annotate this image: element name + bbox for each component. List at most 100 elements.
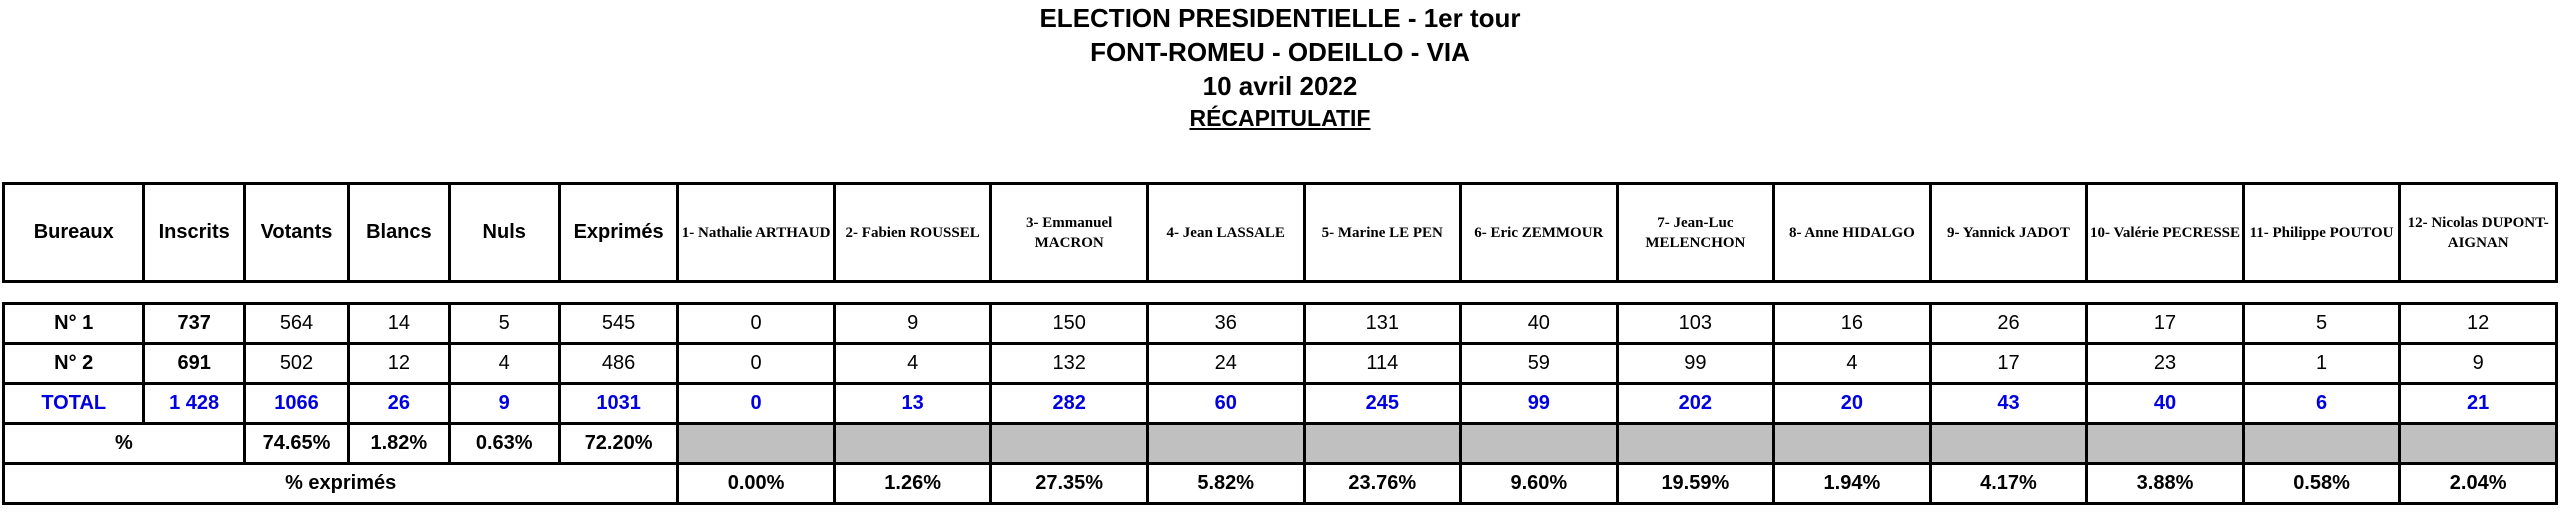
vote-cell: 23 — [2085, 342, 2245, 385]
col-candidate-8: 8- Anne HIDALGO — [1772, 182, 1932, 283]
col-candidate-7: 7- Jean-Luc MELENCHON — [1615, 182, 1776, 283]
total-vote-cell: 60 — [1145, 382, 1306, 425]
col-candidate-2: 2- Fabien ROUSSEL — [832, 182, 993, 283]
percent-exprimes-cell: 4.17% — [1928, 462, 2089, 505]
total-nuls: 9 — [447, 382, 561, 425]
empty-cell — [2085, 422, 2245, 465]
percent-exprimes-cell: 9.60% — [1459, 462, 1619, 505]
percent-exprimes-row: % exprimés 0.00% 1.26% 27.35% 5.82% 23.7… — [1, 462, 2558, 505]
empty-cell — [1615, 422, 1776, 465]
percent-blancs: 1.82% — [347, 422, 451, 465]
total-vote-cell: 40 — [2085, 382, 2245, 425]
percent-exprimes-cell: 2.04% — [2398, 462, 2558, 505]
total-votants: 1066 — [242, 382, 351, 425]
empty-cell — [989, 422, 1149, 465]
empty-cell — [2398, 422, 2558, 465]
percent-exprimes-cell: 0.58% — [2241, 462, 2402, 505]
election-date: 10 avril 2022 — [1202, 71, 1358, 101]
total-exprimes: 1031 — [557, 382, 680, 425]
col-bureaux: Bureaux — [1, 182, 146, 283]
vote-cell: 59 — [1459, 342, 1619, 385]
percent-exprimes-cell: 0.00% — [676, 462, 836, 505]
percent-exprimes: 72.20% — [557, 422, 680, 465]
vote-cell: 0 — [676, 342, 836, 385]
percent-exprimes-cell: 3.88% — [2085, 462, 2245, 505]
vote-cell: 26 — [1928, 302, 2089, 345]
percent-nuls: 0.63% — [447, 422, 561, 465]
recap-subtitle: RÉCAPITULATIF — [1189, 105, 1371, 131]
blancs-cell: 12 — [347, 342, 451, 385]
empty-cell — [1302, 422, 1463, 465]
vote-cell: 9 — [2398, 342, 2558, 385]
vote-cell: 1 — [2241, 342, 2402, 385]
percent-exprimes-cell: 23.76% — [1302, 462, 1463, 505]
total-row: TOTAL 1 428 1066 26 9 1031 0 13 282 60 2… — [1, 382, 2558, 425]
vote-cell: 132 — [989, 342, 1149, 385]
spacer-row — [3, 280, 2557, 305]
percent-exprimes-cell: 1.26% — [832, 462, 993, 505]
percent-exprimes-cell: 19.59% — [1615, 462, 1776, 505]
col-candidate-12: 12- Nicolas DUPONT-AIGNAN — [2398, 182, 2558, 283]
spacer-cell — [3, 280, 2557, 305]
vote-cell: 17 — [2085, 302, 2245, 345]
total-vote-cell: 6 — [2241, 382, 2402, 425]
total-vote-cell: 21 — [2398, 382, 2558, 425]
col-exprimes: Exprimés — [557, 182, 680, 283]
inscrits-cell: 691 — [142, 342, 246, 385]
percent-exprimes-label: % exprimés — [1, 462, 680, 505]
total-inscrits: 1 428 — [142, 382, 246, 425]
header-row: Bureaux Inscrits Votants Blancs Nuls Exp… — [1, 182, 2558, 283]
empty-cell — [832, 422, 993, 465]
total-vote-cell: 99 — [1459, 382, 1619, 425]
total-vote-cell: 20 — [1772, 382, 1932, 425]
vote-cell: 36 — [1145, 302, 1306, 345]
vote-cell: 40 — [1459, 302, 1619, 345]
vote-cell: 9 — [832, 302, 993, 345]
empty-cell — [1145, 422, 1306, 465]
col-candidate-9: 9- Yannick JADOT — [1928, 182, 2089, 283]
percent-exprimes-cell: 27.35% — [989, 462, 1149, 505]
vote-cell: 131 — [1302, 302, 1463, 345]
percent-label: % — [2, 422, 246, 465]
col-blancs: Blancs — [347, 182, 451, 283]
col-candidate-11: 11- Philippe POUTOU — [2241, 182, 2402, 283]
percent-exprimes-cell: 1.94% — [1772, 462, 1932, 505]
votants-cell: 564 — [242, 302, 351, 345]
exprimes-cell: 486 — [557, 342, 680, 385]
total-vote-cell: 245 — [1302, 382, 1463, 425]
blancs-cell: 14 — [347, 302, 451, 345]
exprimes-cell: 545 — [557, 302, 680, 345]
total-vote-cell: 202 — [1615, 382, 1776, 425]
vote-cell: 17 — [1928, 342, 2089, 385]
nuls-cell: 4 — [447, 342, 561, 385]
vote-cell: 4 — [1772, 342, 1932, 385]
election-title: ELECTION PRESIDENTIELLE - 1er tour — [1039, 3, 1521, 33]
commune-name: FONT-ROMEU - ODEILLO - VIA — [1090, 37, 1470, 67]
vote-cell: 114 — [1302, 342, 1463, 385]
percent-row: % 74.65% 1.82% 0.63% 72.20% — [2, 422, 2558, 465]
total-blancs: 26 — [347, 382, 451, 425]
nuls-cell: 5 — [447, 302, 561, 345]
total-vote-cell: 0 — [676, 382, 836, 425]
empty-cell — [1459, 422, 1619, 465]
col-candidate-10: 10- Valérie PECRESSE — [2085, 182, 2245, 283]
table-row: N° 2 691 502 12 4 486 0 4 132 24 114 59 … — [1, 342, 2558, 385]
vote-cell: 5 — [2241, 302, 2402, 345]
percent-exprimes-cell: 5.82% — [1145, 462, 1306, 505]
col-candidate-1: 1- Nathalie ARTHAUD — [676, 182, 836, 283]
votants-cell: 502 — [242, 342, 351, 385]
vote-cell: 0 — [676, 302, 836, 345]
col-candidate-5: 5- Marine LE PEN — [1302, 182, 1463, 283]
vote-cell: 150 — [989, 302, 1149, 345]
vote-cell: 24 — [1145, 342, 1306, 385]
vote-cell: 4 — [832, 342, 993, 385]
col-votants: Votants — [242, 182, 351, 283]
empty-cell — [2241, 422, 2402, 465]
percent-votants: 74.65% — [242, 422, 351, 465]
total-vote-cell: 13 — [832, 382, 993, 425]
empty-cell — [1928, 422, 2089, 465]
empty-cell — [676, 422, 836, 465]
bureau-label: N° 1 — [1, 302, 146, 345]
bureau-label: N° 2 — [1, 342, 146, 385]
table-row: N° 1 737 564 14 5 545 0 9 150 36 131 40 … — [1, 302, 2558, 345]
